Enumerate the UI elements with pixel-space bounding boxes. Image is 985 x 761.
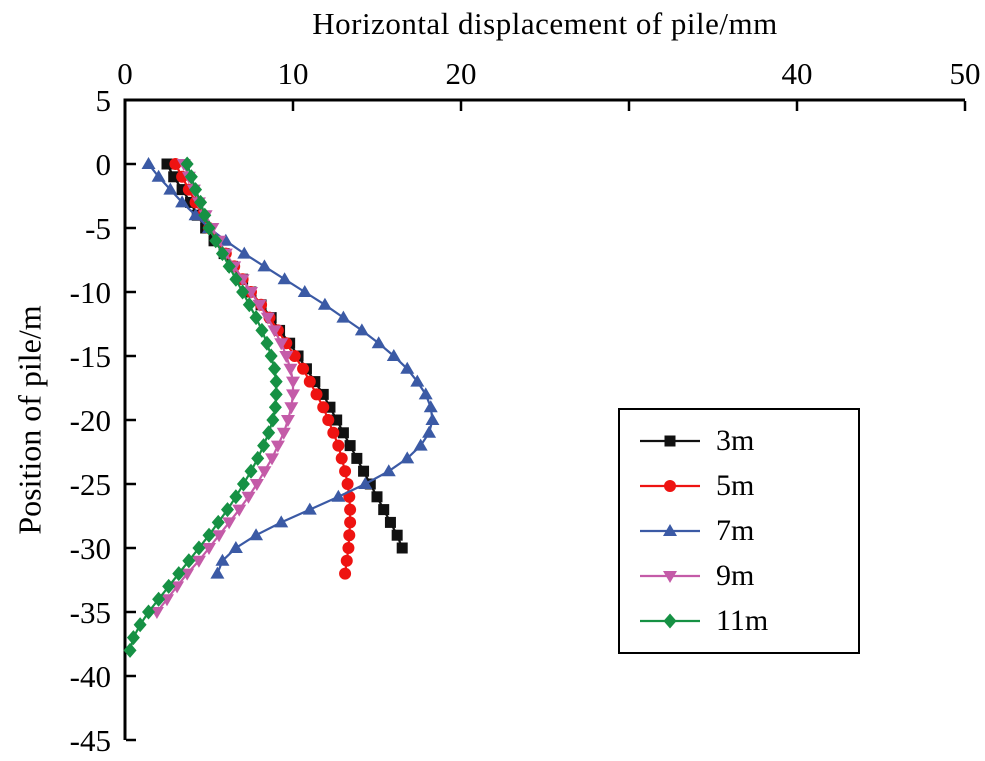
series-line-9m (156, 163, 295, 613)
y-tick-label: -35 (70, 595, 111, 630)
legend-entry-9m: 9m (638, 559, 840, 593)
x-tick-label: 50 (950, 56, 981, 91)
x-tick-label: 20 (446, 56, 477, 91)
legend-marker-diamond-icon (640, 613, 700, 629)
y-tick-label: -20 (70, 403, 111, 438)
x-tick-label: 0 (117, 56, 133, 91)
legend-entry-7m: 7m (638, 514, 840, 548)
x-axis-ticks: 0 10 20 40 50 (117, 56, 981, 111)
y-axis-ticks: 5 0 -5 -10 -15 -20 -25 -30 -35 -40 -45 (70, 83, 136, 758)
axes (123, 98, 965, 740)
legend: 3m 5m 7m 9m 11m (618, 408, 860, 654)
legend-entry-11m: 11m (638, 604, 840, 638)
y-tick-label: -5 (85, 211, 111, 246)
y-tick-label: -15 (70, 339, 111, 374)
legend-marker-triangle-up-icon (640, 523, 700, 536)
y-tick-label: -40 (70, 659, 111, 694)
series-line-11m (128, 163, 278, 651)
legend-label: 7m (716, 513, 755, 547)
y-tick-label: 5 (96, 83, 112, 118)
legend-entry-5m: 5m (638, 469, 840, 503)
legend-marker-triangle-down-icon (640, 571, 700, 584)
legend-marker-circle-icon (640, 479, 700, 492)
series-markers-7m (141, 157, 440, 579)
y-tick-label: 0 (96, 147, 112, 182)
legend-label: 5m (716, 468, 755, 502)
legend-marker-square-icon (640, 435, 700, 447)
legend-entry-3m: 3m (638, 424, 840, 458)
x-axis-title: Horizontal displacement of pile/mm (312, 6, 778, 41)
series-markers-11m (123, 156, 283, 658)
series-markers-5m (169, 158, 357, 580)
legend-label: 11m (716, 604, 769, 638)
x-tick-label: 40 (782, 56, 813, 91)
y-tick-label: -30 (70, 531, 111, 566)
y-tick-label: -25 (70, 467, 111, 502)
y-tick-label: -10 (70, 275, 111, 310)
x-tick-label: 10 (278, 56, 309, 91)
y-tick-label: -45 (70, 723, 111, 758)
legend-label: 3m (716, 423, 755, 457)
legend-label: 9m (716, 559, 755, 593)
